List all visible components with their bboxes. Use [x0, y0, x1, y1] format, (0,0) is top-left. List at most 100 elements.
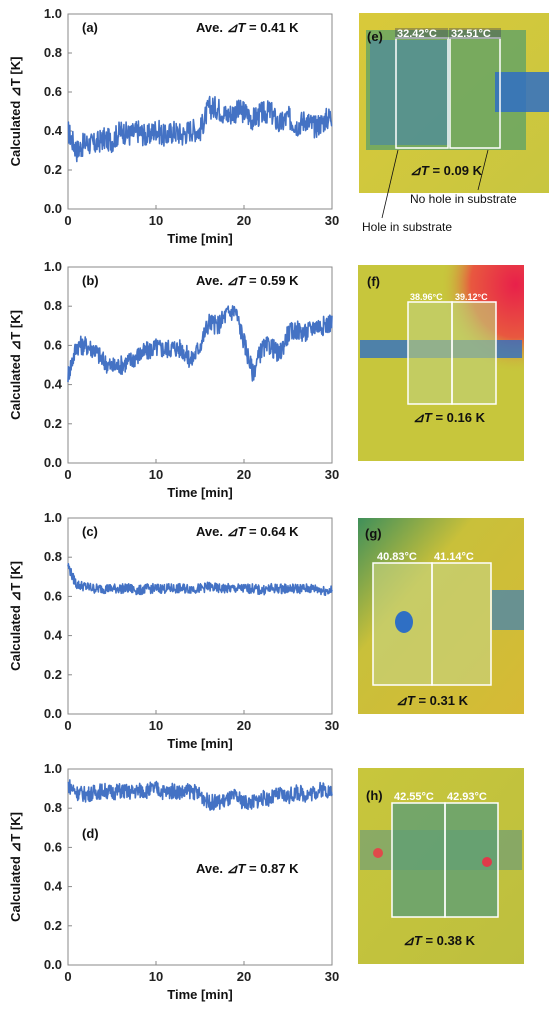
- y-tick-label: 0.4: [44, 377, 63, 392]
- thermal-temp-right: 42.93°C: [447, 791, 487, 803]
- x-axis-label: Time [min]: [167, 231, 233, 246]
- thermal-roi-right: [431, 562, 492, 686]
- average-annotation: Ave. ⊿T = 0.41 K: [196, 20, 299, 35]
- y-tick-label: 1.0: [44, 259, 62, 274]
- y-tick-label: 0.4: [44, 628, 63, 643]
- thermal-image-h: 42.55°C 42.93°C (h) ⊿T = 0.38 K: [358, 768, 524, 964]
- plot-frame: [67, 517, 333, 715]
- thermal-hot-spot-left: [373, 848, 383, 858]
- thermal-delta-f: ⊿T = 0.16 K: [413, 410, 486, 425]
- thermal-delta-g: ⊿T = 0.31 K: [396, 693, 469, 708]
- y-tick-label: 0.2: [44, 667, 62, 682]
- y-tick-label: 0.0: [44, 455, 62, 470]
- thermal-delta-e: ⊿T = 0.09 K: [410, 163, 483, 178]
- x-axis-label: Time [min]: [167, 736, 233, 751]
- y-tick-label: 0.0: [44, 706, 62, 721]
- thermal-hot-spot-right: [482, 857, 492, 867]
- y-tick-label: 0.4: [44, 123, 63, 138]
- panel-label-g: (g): [365, 526, 382, 541]
- x-axis-label: Time [min]: [167, 485, 233, 500]
- y-tick-label: 0.2: [44, 416, 62, 431]
- thermal-image-f: 38.96°C 39.12°C (f) ⊿T = 0.16 K: [358, 265, 524, 461]
- x-tick-label: 10: [149, 213, 163, 228]
- y-axis-label: Calculated ⊿T [K]: [8, 561, 23, 671]
- average-annotation: Ave. ⊿T = 0.64 K: [196, 524, 299, 539]
- panel-label: (d): [82, 826, 99, 841]
- thermal-roi-left: [395, 37, 449, 149]
- y-tick-label: 1.0: [44, 6, 62, 21]
- plot-frame: [67, 768, 333, 966]
- y-tick-label: 0.6: [44, 588, 62, 603]
- thermal-cold-spot: [395, 611, 413, 633]
- chart-panel-a: 0.0 0.2 0.4 0.6 0.8 1.0 0 10 20 30 Time [min] Calcu…: [8, 6, 339, 246]
- y-tick-label: 1.0: [44, 761, 62, 776]
- panel-label-f: (f): [367, 274, 380, 289]
- x-tick-label: 0: [64, 467, 71, 482]
- average-annotation: Ave. ⊿T = 0.87 K: [196, 861, 299, 876]
- x-tick-label: 30: [325, 718, 339, 733]
- y-tick-label: 1.0: [44, 510, 62, 525]
- x-tick-label: 10: [149, 969, 163, 984]
- panel-label: (c): [82, 524, 98, 539]
- x-tick-label: 20: [237, 718, 251, 733]
- x-tick-label: 30: [325, 467, 339, 482]
- x-tick-label: 30: [325, 213, 339, 228]
- panel-label-e: (e): [367, 29, 383, 44]
- thermal-temp-left: 42.55°C: [394, 791, 434, 803]
- thermal-temp-left: 38.96°C: [410, 292, 443, 302]
- x-axis-label: Time [min]: [167, 987, 233, 1002]
- data-series-line: [67, 305, 333, 383]
- y-axis-label: Calculated ⊿T [K]: [8, 812, 23, 922]
- thermal-cold-spot-right: [492, 590, 524, 630]
- thermal-cold-spot: [495, 72, 549, 112]
- x-tick-label: 20: [237, 213, 251, 228]
- chart-panel-b: 0.0 0.2 0.4 0.6 0.8 1.0 0 10 20 30 Time [min] Calcu…: [8, 259, 339, 500]
- thermal-delta-h: ⊿T = 0.38 K: [403, 933, 476, 948]
- panel-label-h: (h): [366, 788, 383, 803]
- chart-panel-d: 0.0 0.2 0.4 0.6 0.8 1.0 0 10 20 30 Time [min] Calcu…: [8, 761, 339, 1002]
- y-tick-label: 0.6: [44, 337, 62, 352]
- x-tick-label: 30: [325, 969, 339, 984]
- thermal-cold-region: [370, 40, 450, 145]
- thermal-temp-left: 32.42°C: [397, 28, 437, 40]
- y-tick-label: 0.8: [44, 549, 62, 564]
- y-tick-label: 0.8: [44, 298, 62, 313]
- chart-panel-c: 0.0 0.2 0.4 0.6 0.8 1.0 0 10 20 30 Time [min] Calcu…: [8, 510, 339, 751]
- annotation-hole: Hole in substrate: [362, 220, 452, 234]
- thermal-temp-right: 32.51°C: [451, 28, 491, 40]
- y-axis-label: Calculated ⊿T [K]: [8, 310, 23, 420]
- data-series-line: [67, 562, 333, 597]
- thermal-temp-right: 41.14°C: [434, 551, 474, 563]
- thermal-roi-right: [444, 802, 499, 918]
- y-tick-label: 0.4: [44, 879, 63, 894]
- y-tick-label: 0.2: [44, 918, 62, 933]
- annotation-no-hole: No hole in substrate: [410, 192, 517, 206]
- y-tick-label: 0.6: [44, 839, 62, 854]
- plot-frame: [67, 266, 333, 464]
- x-tick-label: 10: [149, 467, 163, 482]
- average-annotation: Ave. ⊿T = 0.59 K: [196, 273, 299, 288]
- y-axis-label: Calculated ⊿T [K]: [8, 57, 23, 167]
- annotation-hole-pointer: [381, 149, 399, 219]
- thermal-roi-right: [449, 37, 501, 149]
- y-tick-label: 0.0: [44, 957, 62, 972]
- panel-label: (b): [82, 273, 99, 288]
- x-tick-label: 0: [64, 213, 71, 228]
- annotation-no-hole-pointer: [477, 149, 489, 191]
- plot-frame: [67, 13, 333, 210]
- x-tick-label: 0: [64, 718, 71, 733]
- x-tick-label: 0: [64, 969, 71, 984]
- y-tick-label: 0.8: [44, 800, 62, 815]
- x-tick-label: 20: [237, 467, 251, 482]
- data-series-line: [67, 95, 333, 163]
- thermal-image-g: 40.83°C 41.14°C (g) ⊿T = 0.31 K: [358, 518, 524, 714]
- y-tick-label: 0.8: [44, 45, 62, 60]
- thermal-temp-right: 39.12°C: [455, 292, 488, 302]
- thermal-roi-right: [451, 301, 497, 405]
- y-tick-label: 0.0: [44, 201, 62, 216]
- x-tick-label: 20: [237, 969, 251, 984]
- thermal-image-e: 32.42°C 32.51°C (e) ⊿T = 0.09 K No hole …: [359, 13, 549, 234]
- x-tick-label: 10: [149, 718, 163, 733]
- y-tick-label: 0.2: [44, 162, 62, 177]
